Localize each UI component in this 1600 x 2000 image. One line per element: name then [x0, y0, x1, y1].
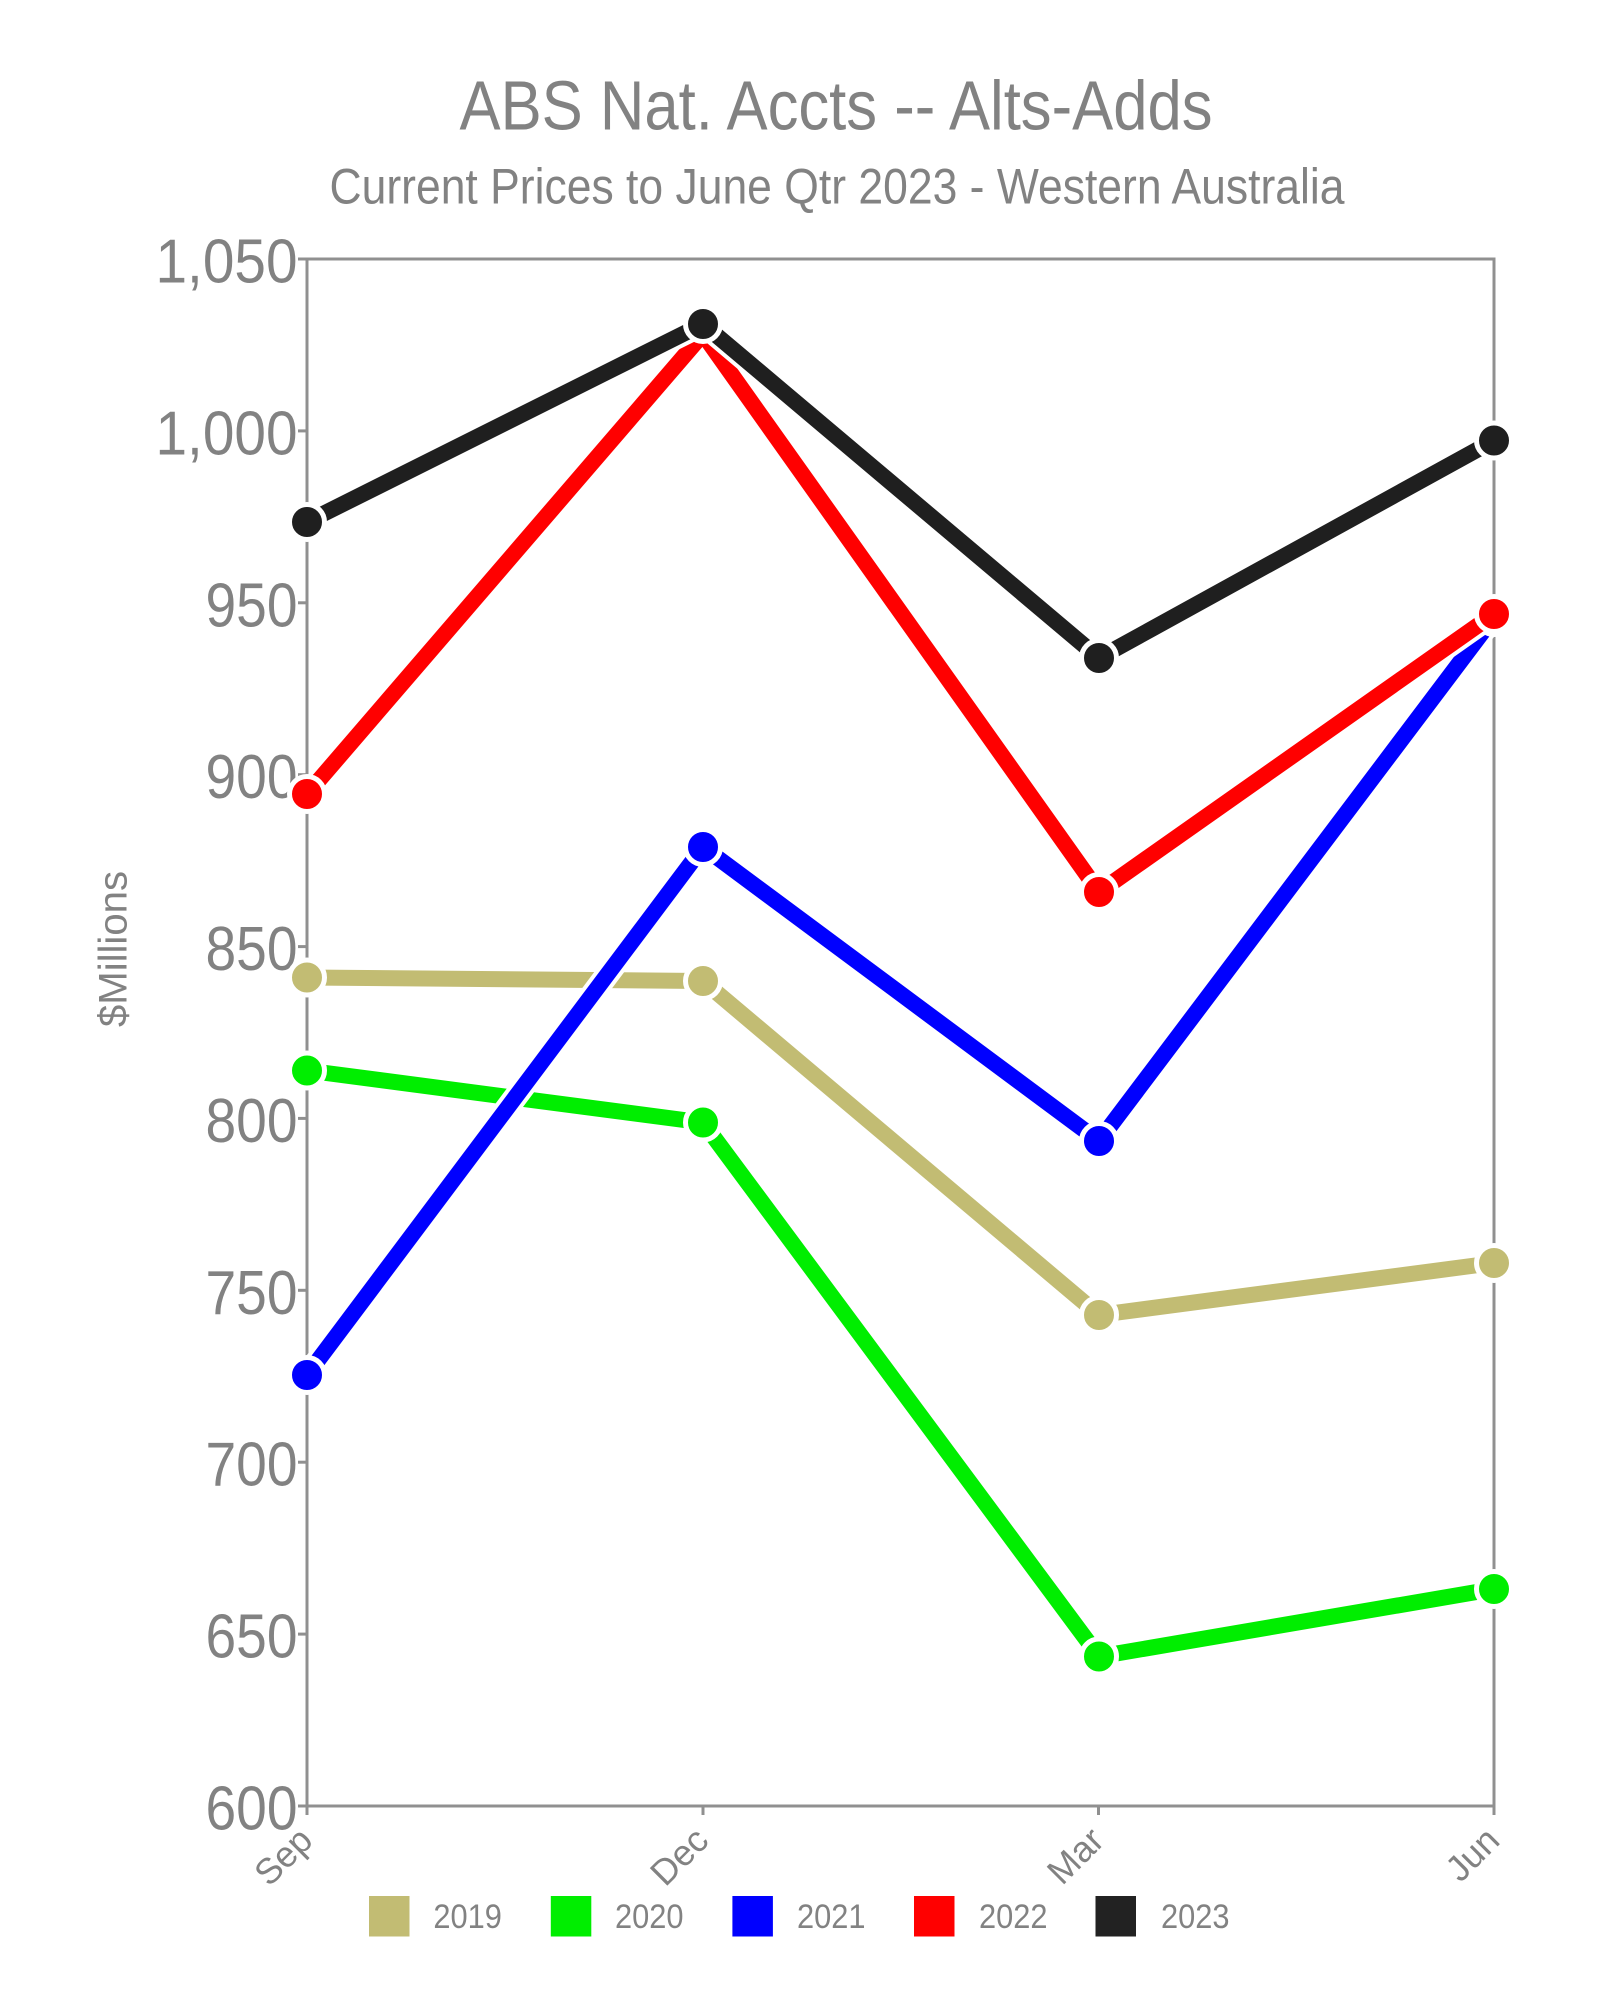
svg-text:800: 800 — [206, 1087, 298, 1156]
svg-text:2021: 2021 — [797, 1898, 866, 1936]
svg-text:Current Prices to June Qtr 202: Current Prices to June Qtr 2023 - Wester… — [330, 159, 1345, 215]
svg-text:850: 850 — [206, 915, 298, 984]
svg-text:1,000: 1,000 — [156, 399, 298, 468]
svg-text:750: 750 — [206, 1259, 298, 1328]
svg-text:2023: 2023 — [1161, 1898, 1230, 1936]
svg-text:950: 950 — [206, 571, 298, 640]
svg-text:700: 700 — [206, 1431, 298, 1500]
svg-text:900: 900 — [206, 743, 298, 812]
svg-text:2022: 2022 — [979, 1898, 1048, 1936]
svg-text:ABS Nat. Accts -- Alts-Adds: ABS Nat. Accts -- Alts-Adds — [460, 67, 1213, 145]
svg-text:2019: 2019 — [433, 1898, 502, 1936]
svg-text:650: 650 — [206, 1603, 298, 1672]
svg-text:600: 600 — [206, 1775, 298, 1844]
svg-text:2020: 2020 — [615, 1898, 684, 1936]
svg-text:$Millions: $Millions — [92, 871, 136, 1027]
svg-text:1,050: 1,050 — [156, 228, 298, 297]
